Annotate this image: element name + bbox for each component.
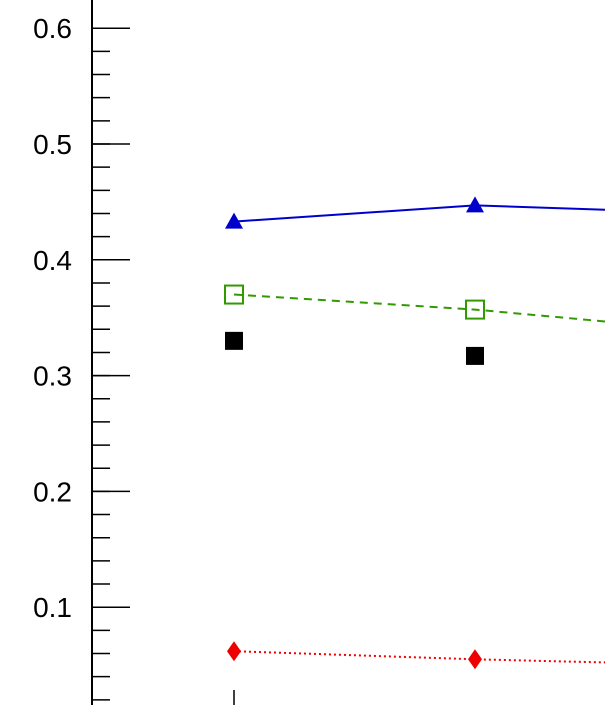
blue-triangles-point (466, 196, 484, 213)
black-filled-squares-point (225, 331, 243, 350)
y-tick-label: 0.2 (33, 476, 72, 507)
red-diamonds-point (468, 649, 482, 670)
y-tick-label: 0.3 (33, 361, 72, 392)
blue-triangles-point (225, 212, 243, 229)
green-open-squares-line (233, 293, 605, 323)
black-filled-squares-point (466, 346, 484, 365)
green-open-squares-point (465, 299, 485, 320)
red-diamonds-point (227, 641, 241, 662)
y-tick-label: 0.5 (33, 129, 72, 160)
y-tick-label: 0.4 (33, 245, 72, 276)
red-diamonds-line (233, 650, 605, 664)
green-open-squares-point (224, 284, 244, 305)
y-tick-label: 0.6 (33, 13, 72, 44)
blue-triangles-line (233, 204, 605, 223)
y-tick-label: 0.1 (33, 592, 72, 623)
